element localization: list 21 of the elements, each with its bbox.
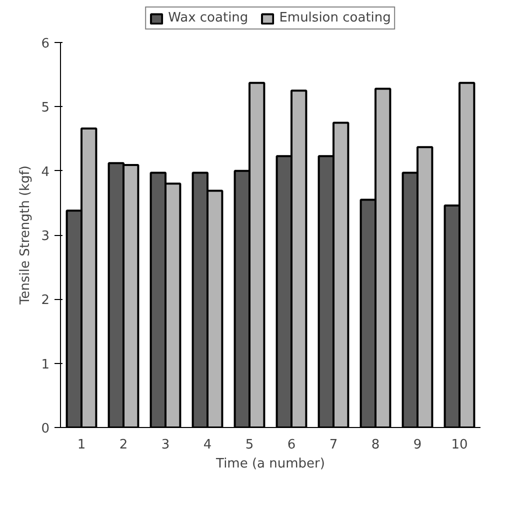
x-tick-label: 4 [203, 438, 212, 452]
x-tick-label: 5 [245, 438, 254, 452]
y-tick-label: 0 [41, 422, 50, 436]
y-axis-title: Tensile Strength (kgf) [18, 166, 34, 306]
y-tick-label: 3 [41, 229, 50, 244]
y-tick-label: 5 [41, 100, 50, 116]
y-tick-label: 2 [41, 293, 50, 308]
legend-label: Emulsion coating [279, 10, 391, 26]
x-tick-label: 7 [329, 438, 338, 452]
x-tick-label: 1 [77, 438, 86, 452]
x-axis-title: Time (a number) [215, 456, 325, 472]
x-tick-label: 9 [413, 438, 422, 452]
x-tick-label: 2 [119, 438, 128, 452]
x-tick-label: 3 [161, 438, 170, 452]
y-tick-label: 4 [41, 164, 50, 180]
y-tick-label: 6 [41, 36, 50, 52]
x-tick-label: 10 [451, 438, 468, 452]
x-tick-label: 8 [371, 438, 380, 452]
y-tick-label: 1 [41, 357, 50, 372]
x-tick-label: 6 [287, 438, 296, 452]
legend-label: Wax coating [168, 10, 248, 26]
